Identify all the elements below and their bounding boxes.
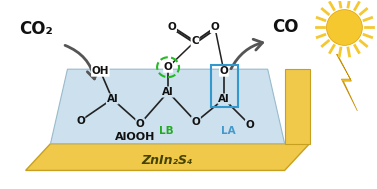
Text: O: O	[192, 117, 200, 127]
Text: O: O	[245, 120, 254, 130]
Text: O: O	[219, 66, 228, 76]
Polygon shape	[51, 69, 285, 144]
Polygon shape	[336, 54, 357, 111]
FancyArrowPatch shape	[231, 39, 262, 69]
Text: CO: CO	[272, 19, 298, 36]
Text: OH: OH	[92, 66, 109, 76]
Text: O: O	[210, 22, 219, 33]
Polygon shape	[285, 69, 310, 144]
Text: O: O	[76, 116, 85, 126]
Text: LA: LA	[221, 126, 235, 136]
Polygon shape	[26, 144, 310, 170]
Circle shape	[326, 10, 362, 45]
FancyArrowPatch shape	[65, 45, 98, 79]
Text: LB: LB	[159, 126, 173, 136]
Text: O: O	[164, 62, 172, 72]
Text: O: O	[168, 22, 176, 32]
Text: ZnIn₂S₄: ZnIn₂S₄	[141, 154, 193, 167]
Text: Al: Al	[218, 94, 230, 104]
Text: AlOOH: AlOOH	[115, 132, 155, 142]
Text: CO₂: CO₂	[18, 20, 52, 39]
Text: O: O	[136, 119, 144, 129]
Text: C: C	[191, 36, 199, 46]
Text: Al: Al	[162, 87, 174, 97]
Text: Al: Al	[106, 94, 118, 104]
